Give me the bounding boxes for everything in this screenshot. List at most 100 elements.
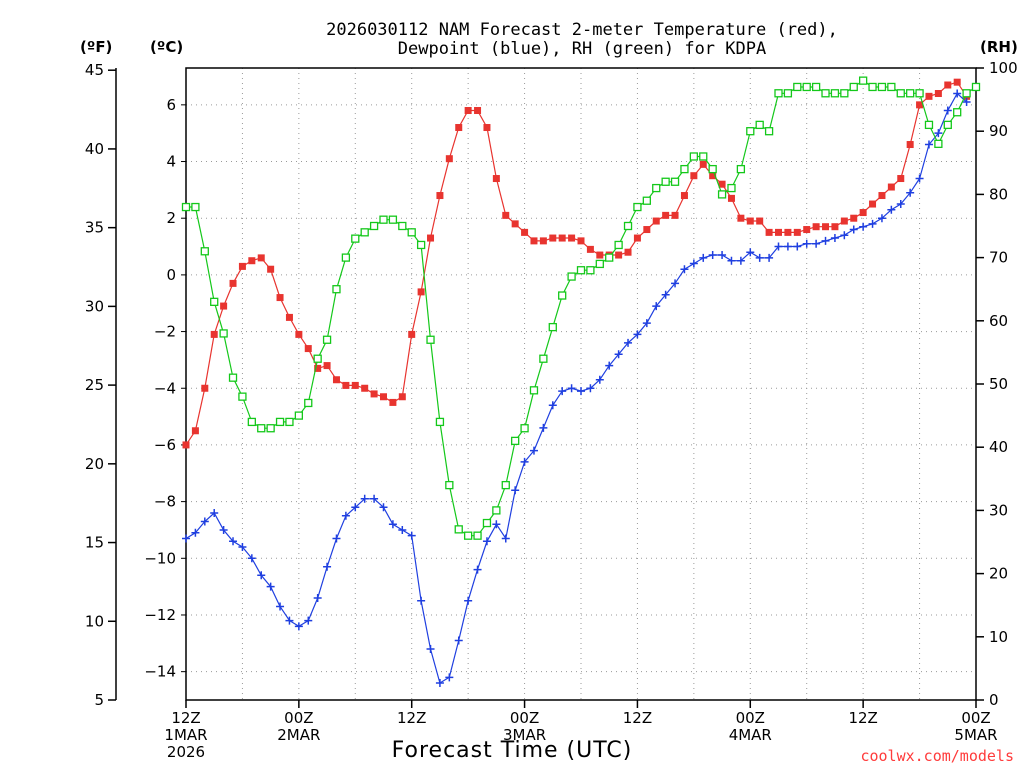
2-meter-temperature-point [624,248,632,256]
rh-point [313,354,322,363]
dewpoint-point [182,534,190,543]
2-meter-temperature-point [267,265,275,273]
dewpoint-point [849,225,858,234]
fahrenheit-tick-label: 25 [85,376,104,394]
rh-point [736,164,746,174]
dewpoint-point [783,242,792,251]
dewpoint-point [323,562,332,571]
rh-point [360,228,369,237]
credit-label: coolwx.com/models [860,747,1014,765]
dewpoint-point [953,89,962,98]
rh-tick-label: 30 [989,501,1008,519]
time-tick-label: 2026 [167,743,205,761]
dewpoint-point [407,531,416,540]
rh-point [652,183,661,193]
dewpoint-point [313,593,322,602]
dewpoint-point [238,542,247,551]
dewpoint-point [219,525,228,534]
dewpoint-point [247,554,256,563]
2-meter-temperature-point [671,211,679,219]
2-meter-temperature-point [680,192,688,200]
2-meter-temperature-point [511,220,519,228]
2-meter-temperature-point [257,254,265,262]
2-meter-temperature-point [398,393,406,401]
rh-point [200,247,209,256]
dewpoint-point [454,636,463,645]
dewpoint-point [558,387,567,396]
dewpoint-point [633,330,642,339]
rh-point [548,322,557,332]
rh-point [689,152,699,161]
dewpoint-point [736,256,745,265]
rh-point [228,373,238,382]
dewpoint-point [821,236,830,245]
dewpoint-point [426,644,435,653]
2-meter-temperature-point [934,90,942,98]
dewpoint-point [877,214,886,223]
dewpoint-point [652,302,661,311]
2-meter-temperature-point [718,180,726,188]
fahrenheit-tick-label: 30 [85,297,104,315]
dewpoint-point [802,239,811,248]
celsius-tick-label: −6 [154,436,176,454]
fahrenheit-tick-label: 5 [94,691,104,709]
time-tick-label: 12Z [848,709,877,727]
rh-point [971,82,981,92]
rh-point [924,120,934,130]
2-meter-temperature-point [464,107,472,115]
rh-point [858,76,868,85]
2-meter-temperature-point [238,262,246,270]
dewpoint-point [868,219,877,228]
2-meter-temperature-point [182,441,190,449]
rh-point [586,266,595,275]
2-meter-temperature-point [492,175,500,183]
dewpoint-point [896,200,905,209]
chart-title-line2: Dewpoint (blue), RH (green) for KDPA [398,39,766,59]
2-meter-temperature-point [577,237,585,245]
2-meter-temperature-point [897,175,905,183]
2-meter-temperature-point [483,124,491,132]
x-axis-label: Forecast Time (UTC) [392,738,633,763]
dewpoint-point [473,565,482,574]
time-tick-label: 12Z [171,709,200,727]
time-tick-label: 5MAR [954,726,997,744]
dewpoint-point [755,253,764,262]
celsius-tick-label: −4 [154,379,176,397]
2-meter-temperature-point [427,234,435,242]
2-meter-temperature-point [775,228,782,236]
rh-point [257,424,266,433]
dewpoint-point [529,446,538,455]
rh-tick-label: 70 [989,249,1008,267]
dewpoint-point [671,279,680,288]
dewpoint-point [360,494,369,503]
rh-tick-label: 90 [989,122,1008,140]
rh-point [642,196,651,205]
dewpoint-point [388,520,397,529]
dewpoint-point [341,511,350,520]
2-meter-temperature-point [436,192,444,200]
rh-point [181,202,191,212]
2-meter-temperature-point [380,393,387,401]
dewpoint-point [210,508,219,517]
dewpoint-point [511,486,520,495]
celsius-tick-label: −14 [144,663,176,681]
dewpoint-point [924,140,933,149]
gridlines [186,68,976,700]
rh-point [435,417,445,427]
time-tick-label: 2MAR [277,726,320,744]
rh-point [623,221,633,231]
fahrenheit-tick-label: 10 [85,612,104,630]
dewpoint-point [294,622,303,631]
2-meter-temperature-point [445,155,453,163]
dewpoint-point [614,350,623,359]
time-tick-label: 00Z [961,709,990,727]
2-meter-temperature-point [765,228,773,236]
celsius-tick-label: −10 [144,549,176,567]
dewpoint-point [934,129,943,138]
dewpoint-point [577,387,585,396]
dewpoint-point [680,265,689,274]
2-meter-temperature-point [323,362,331,370]
series-layer [181,76,981,687]
rh-point [407,228,416,237]
2-meter-temperature-point [549,234,557,242]
